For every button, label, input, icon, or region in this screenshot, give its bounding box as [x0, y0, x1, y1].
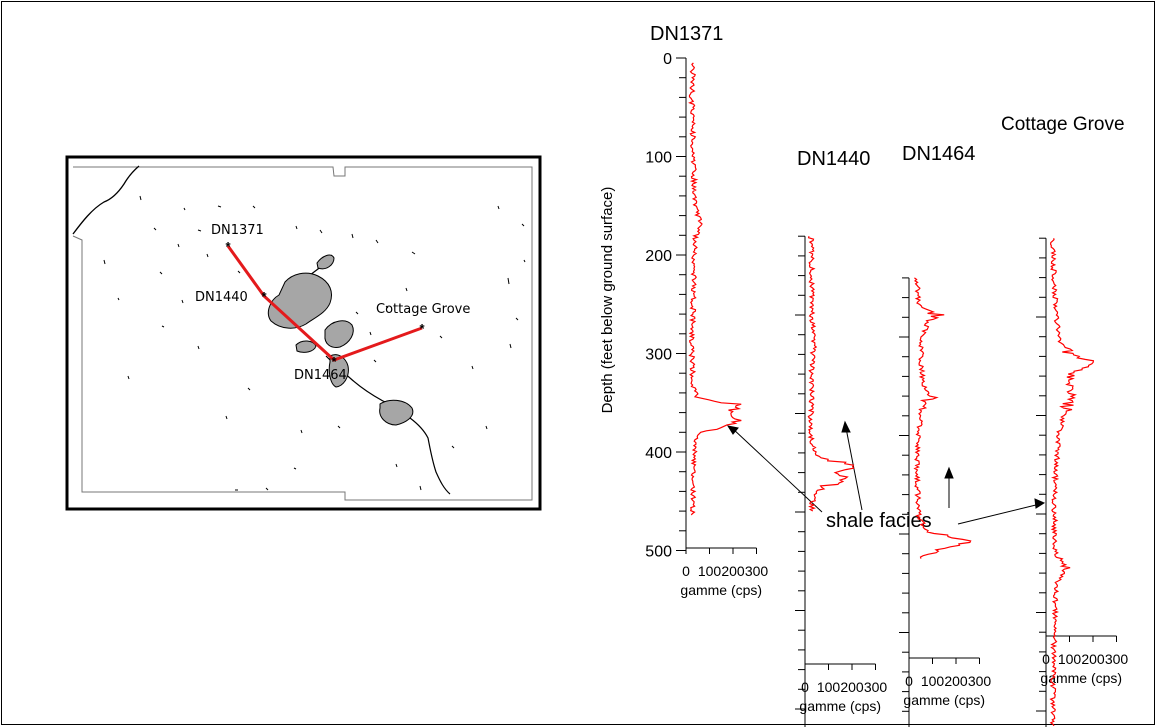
- map-label-cottage-grove: Cottage Grove: [376, 302, 470, 317]
- boundary-line: [72, 166, 533, 501]
- x-tick-label: 300: [864, 679, 888, 695]
- y-tick-label: 100: [645, 150, 672, 167]
- panel-title-dn1440: DN1440: [797, 148, 870, 170]
- x-tick-label: 300: [968, 673, 992, 689]
- x-tick-label: 200: [1081, 651, 1105, 667]
- y-tick-label: 0: [663, 51, 672, 68]
- x-tick-label: 0: [905, 673, 913, 689]
- x-axis-label: gamme (cps): [903, 692, 985, 708]
- well-marker-icon: *: [331, 354, 337, 369]
- x-tick-label: 100: [1058, 651, 1082, 667]
- x-tick-label: 0: [801, 679, 809, 695]
- river-line: [72, 165, 140, 235]
- gamma-series-line-1: [807, 236, 855, 512]
- well-location-map: * * * * DN1371 DN1440 DN1464 Cottage Gro…: [65, 155, 542, 511]
- x-tick-label: 200: [721, 563, 745, 579]
- map-label-dn1464: DN1464: [294, 368, 347, 383]
- x-tick-label: 100: [817, 679, 841, 695]
- map-label-dn1371: DN1371: [211, 223, 264, 238]
- y-tick-label: 200: [645, 248, 672, 265]
- shale-facies-annotation: shale facies: [826, 510, 932, 532]
- y-axis-label: Depth (feet below ground surface): [599, 187, 616, 414]
- map-label-dn1440: DN1440: [195, 290, 248, 305]
- y-tick-label: 500: [645, 544, 672, 561]
- gamma-log-chart: Depth (feet below ground surface) DN1371…: [599, 23, 1128, 727]
- lake-shape: [295, 340, 317, 353]
- transect-line: [226, 245, 423, 362]
- x-tick-label: 100: [698, 563, 722, 579]
- map-detail-marks: [103, 195, 526, 491]
- panel-title-dn1464: DN1464: [902, 143, 975, 165]
- y-tick-label: 400: [645, 445, 672, 462]
- x-tick-label: 100: [921, 673, 945, 689]
- well-marker-icon: *: [225, 239, 231, 254]
- x-tick-label: 0: [1042, 651, 1050, 667]
- well-marker-icon: *: [261, 289, 267, 304]
- well-marker-icon: *: [419, 321, 425, 336]
- x-tick-label: 200: [840, 679, 864, 695]
- map-frame: [65, 155, 542, 511]
- gamma-series-line-2: [913, 277, 972, 559]
- x-axis-label: gamme (cps): [680, 582, 762, 598]
- annotation-arrows: [726, 420, 1046, 525]
- gamma-series-line-3: [1049, 238, 1095, 727]
- x-axis-label: gamme (cps): [799, 698, 881, 714]
- lake-shape: [324, 320, 354, 348]
- x-tick-label: 200: [944, 673, 968, 689]
- panel-title-dn1371: DN1371: [650, 23, 723, 45]
- lake-shape: [379, 399, 414, 426]
- lake-shape: [316, 254, 335, 270]
- y-tick-label: 300: [645, 347, 672, 364]
- gamma-series-line-0: [688, 62, 742, 516]
- panel-title-cottage-grove: Cottage Grove: [1001, 114, 1125, 135]
- x-axis-label: gamme (cps): [1040, 670, 1122, 686]
- x-tick-label: 0: [682, 563, 690, 579]
- x-tick-label: 300: [745, 563, 769, 579]
- x-tick-label: 300: [1105, 651, 1129, 667]
